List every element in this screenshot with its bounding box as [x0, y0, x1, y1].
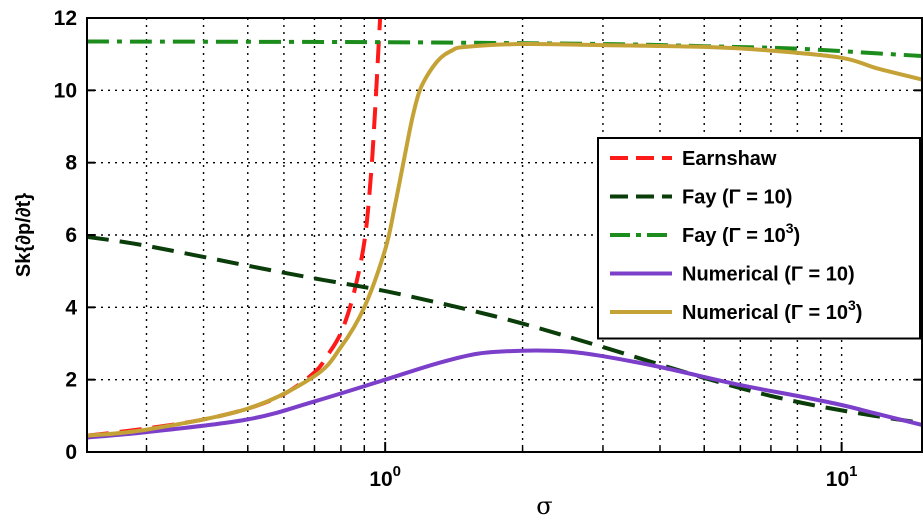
- y-tick-label: 12: [54, 7, 77, 30]
- series-line-5: [87, 41, 922, 438]
- legend-label: Fay (Γ = 103): [682, 220, 800, 247]
- x-axis-label: σ: [536, 492, 552, 520]
- x-tick-label: 101: [826, 463, 858, 491]
- series-line-1: [87, 18, 383, 438]
- x-ticks: 100 101: [145, 442, 858, 491]
- y-tick-label: 8: [65, 152, 77, 175]
- y-tick-label: 2: [65, 369, 77, 392]
- series-line-2: [87, 234, 922, 426]
- y-tick-label: 10: [54, 79, 77, 102]
- y-tick-label: 4: [65, 296, 77, 319]
- legend-label: Fay (Γ = 10): [682, 187, 792, 209]
- series-line-4: [87, 348, 922, 440]
- series-group: [87, 18, 922, 440]
- y-tick-label: 0: [65, 441, 77, 464]
- legend-label: Earnshaw: [682, 148, 777, 170]
- legend-label: Numerical (Γ = 10): [682, 264, 855, 286]
- x-tick-label: 100: [369, 463, 401, 491]
- legend-box: [597, 137, 921, 340]
- legend-label: Numerical (Γ = 103): [682, 297, 862, 324]
- y-axis-label: Sk{∂p/∂t}: [13, 193, 35, 277]
- legend: Earnshaw Fay (Γ = 10) Fay (Γ = 103) Numeric…: [597, 137, 921, 340]
- y-ticks: 0 2 4 6 8 10 12: [54, 7, 922, 464]
- y-tick-label: 6: [65, 224, 77, 247]
